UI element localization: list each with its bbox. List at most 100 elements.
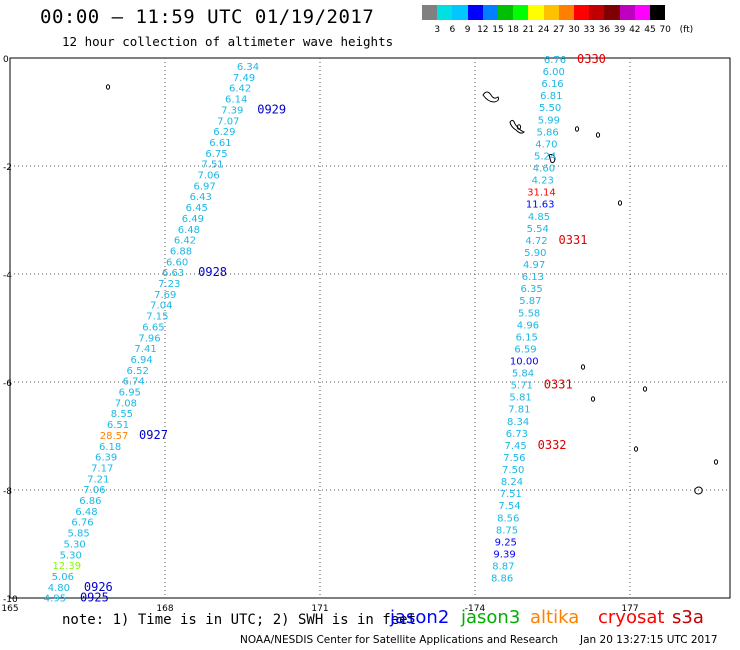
- wave-height-value: 5.81: [509, 393, 531, 404]
- wave-height-value: 6.61: [209, 138, 231, 149]
- color-scale-label: 45: [644, 25, 656, 35]
- color-scale-label: (ft): [679, 25, 694, 35]
- wave-height-value: 6.48: [75, 507, 97, 518]
- color-swatch: [604, 5, 620, 20]
- wave-height-value: 6.14: [225, 95, 247, 106]
- wave-height-value: 6.88: [170, 246, 192, 257]
- legend-entry-cryosat: cryosat: [598, 607, 665, 628]
- wave-height-value: 5.90: [524, 248, 546, 259]
- color-swatch: [513, 5, 529, 20]
- wave-height-value: 6.63: [162, 268, 184, 279]
- wave-height-value: 6.97: [194, 181, 216, 192]
- island-outline: [633, 446, 639, 452]
- color-scale-label: 24: [537, 25, 550, 35]
- wave-height-value: 8.24: [501, 477, 523, 488]
- wave-height-value: 5.58: [518, 308, 540, 319]
- island-outline: [617, 200, 623, 206]
- wave-height-value: 8.56: [497, 513, 519, 524]
- color-scale-label: 30: [568, 25, 580, 35]
- wave-height-value: 6.86: [79, 496, 101, 507]
- wave-height-value: 7.04: [150, 301, 172, 312]
- y-tick-label: 0: [3, 55, 9, 65]
- color-swatch: [619, 5, 635, 20]
- wave-height-value: 8.55: [111, 409, 133, 420]
- island-outline: [548, 154, 556, 164]
- wave-height-value: 5.50: [539, 103, 561, 114]
- color-scale-label: 6: [449, 25, 456, 35]
- wave-height-value: 4.72: [525, 236, 547, 247]
- wave-height-value: 6.49: [182, 214, 204, 225]
- wave-height-value: 7.06: [197, 171, 219, 182]
- x-tick-label: 171: [311, 604, 328, 614]
- wave-height-value: 6.73: [506, 429, 528, 440]
- pass-time-label: 0332: [538, 438, 567, 452]
- color-swatch: [452, 5, 468, 20]
- wave-height-value: 6.60: [166, 257, 188, 268]
- wave-height-value: 5.71: [511, 381, 533, 392]
- wave-height-value: 9.25: [495, 537, 517, 548]
- wave-height-value: 4.70: [535, 139, 557, 150]
- wave-height-value: 6.48: [178, 225, 200, 236]
- island-outline: [713, 459, 719, 465]
- wave-height-value: 6.42: [174, 236, 196, 247]
- wave-height-value: 6.18: [99, 442, 121, 453]
- legend-entry-jason2: jason2: [390, 607, 450, 628]
- wave-height-value: 8.34: [507, 417, 529, 428]
- legend-entry-altika: altika: [530, 607, 580, 628]
- wave-height-value: 6.94: [130, 355, 152, 366]
- color-scale-label: 15: [492, 25, 504, 35]
- wave-height-value: 6.29: [213, 127, 235, 138]
- wave-height-value: 10.00: [510, 357, 539, 368]
- color-scale-label: 12: [477, 25, 489, 35]
- island-outline: [580, 364, 586, 370]
- wave-height-value: 7.69: [154, 290, 176, 301]
- map-subtitle: 12 hour collection of altimeter wave hei…: [62, 34, 394, 49]
- y-tick-label: -2: [3, 163, 12, 173]
- wave-height-value: 4.60: [533, 164, 555, 175]
- color-swatch: [422, 5, 438, 20]
- legend-entry-s3a: s3a: [672, 607, 704, 628]
- legend-entry-jason3: jason3: [461, 607, 521, 628]
- wave-height-value: 5.87: [519, 296, 541, 307]
- wave-height-value: 4.85: [528, 212, 550, 223]
- color-swatch: [574, 5, 590, 20]
- wave-height-value: 6.52: [127, 366, 149, 377]
- island-outline: [482, 91, 499, 103]
- wave-height-value: 4.80: [48, 583, 70, 594]
- wave-height-value: 7.81: [508, 405, 530, 416]
- wave-height-value: 6.13: [522, 272, 544, 283]
- island-outline: [590, 396, 596, 402]
- wave-height-value: 7.39: [221, 105, 243, 116]
- color-scale-label: 33: [583, 25, 595, 35]
- color-swatch: [437, 5, 453, 20]
- wave-height-value: 8.75: [496, 525, 518, 536]
- color-scale-label: 70: [659, 25, 671, 35]
- map-title: 00:00 – 11:59 UTC 01/19/2017: [40, 6, 375, 28]
- wave-height-value: 6.51: [107, 420, 129, 431]
- island-outline: [105, 84, 111, 90]
- wave-height-value: 5.06: [52, 572, 74, 583]
- wave-height-value: 5.30: [60, 550, 82, 561]
- x-tick-label: 168: [156, 604, 173, 614]
- wave-height-value: 7.54: [498, 501, 520, 512]
- y-tick-label: -10: [3, 595, 18, 605]
- wave-height-value: 7.51: [201, 160, 223, 171]
- wave-height-value: 7.15: [146, 312, 168, 323]
- color-scale-label: 42: [629, 25, 641, 35]
- map-border: [9, 57, 731, 599]
- wave-height-value: 6.35: [520, 284, 542, 295]
- wave-height-value: 5.99: [538, 115, 560, 126]
- color-scale-label: 27: [553, 25, 565, 35]
- wave-height-value: 7.96: [138, 333, 160, 344]
- wave-height-value: 5.84: [512, 369, 534, 380]
- wave-height-value: 7.41: [134, 344, 156, 355]
- color-scale-label: 36: [598, 25, 611, 35]
- island-outline: [694, 486, 703, 495]
- pass-time-label: 0929: [257, 102, 286, 116]
- wave-height-value: 6.15: [516, 332, 538, 343]
- wave-height-value: 8.87: [492, 562, 514, 573]
- pass-time-label: 0330: [577, 52, 606, 66]
- generated-timestamp: Jan 20 13:27:15 UTC 2017: [580, 634, 718, 646]
